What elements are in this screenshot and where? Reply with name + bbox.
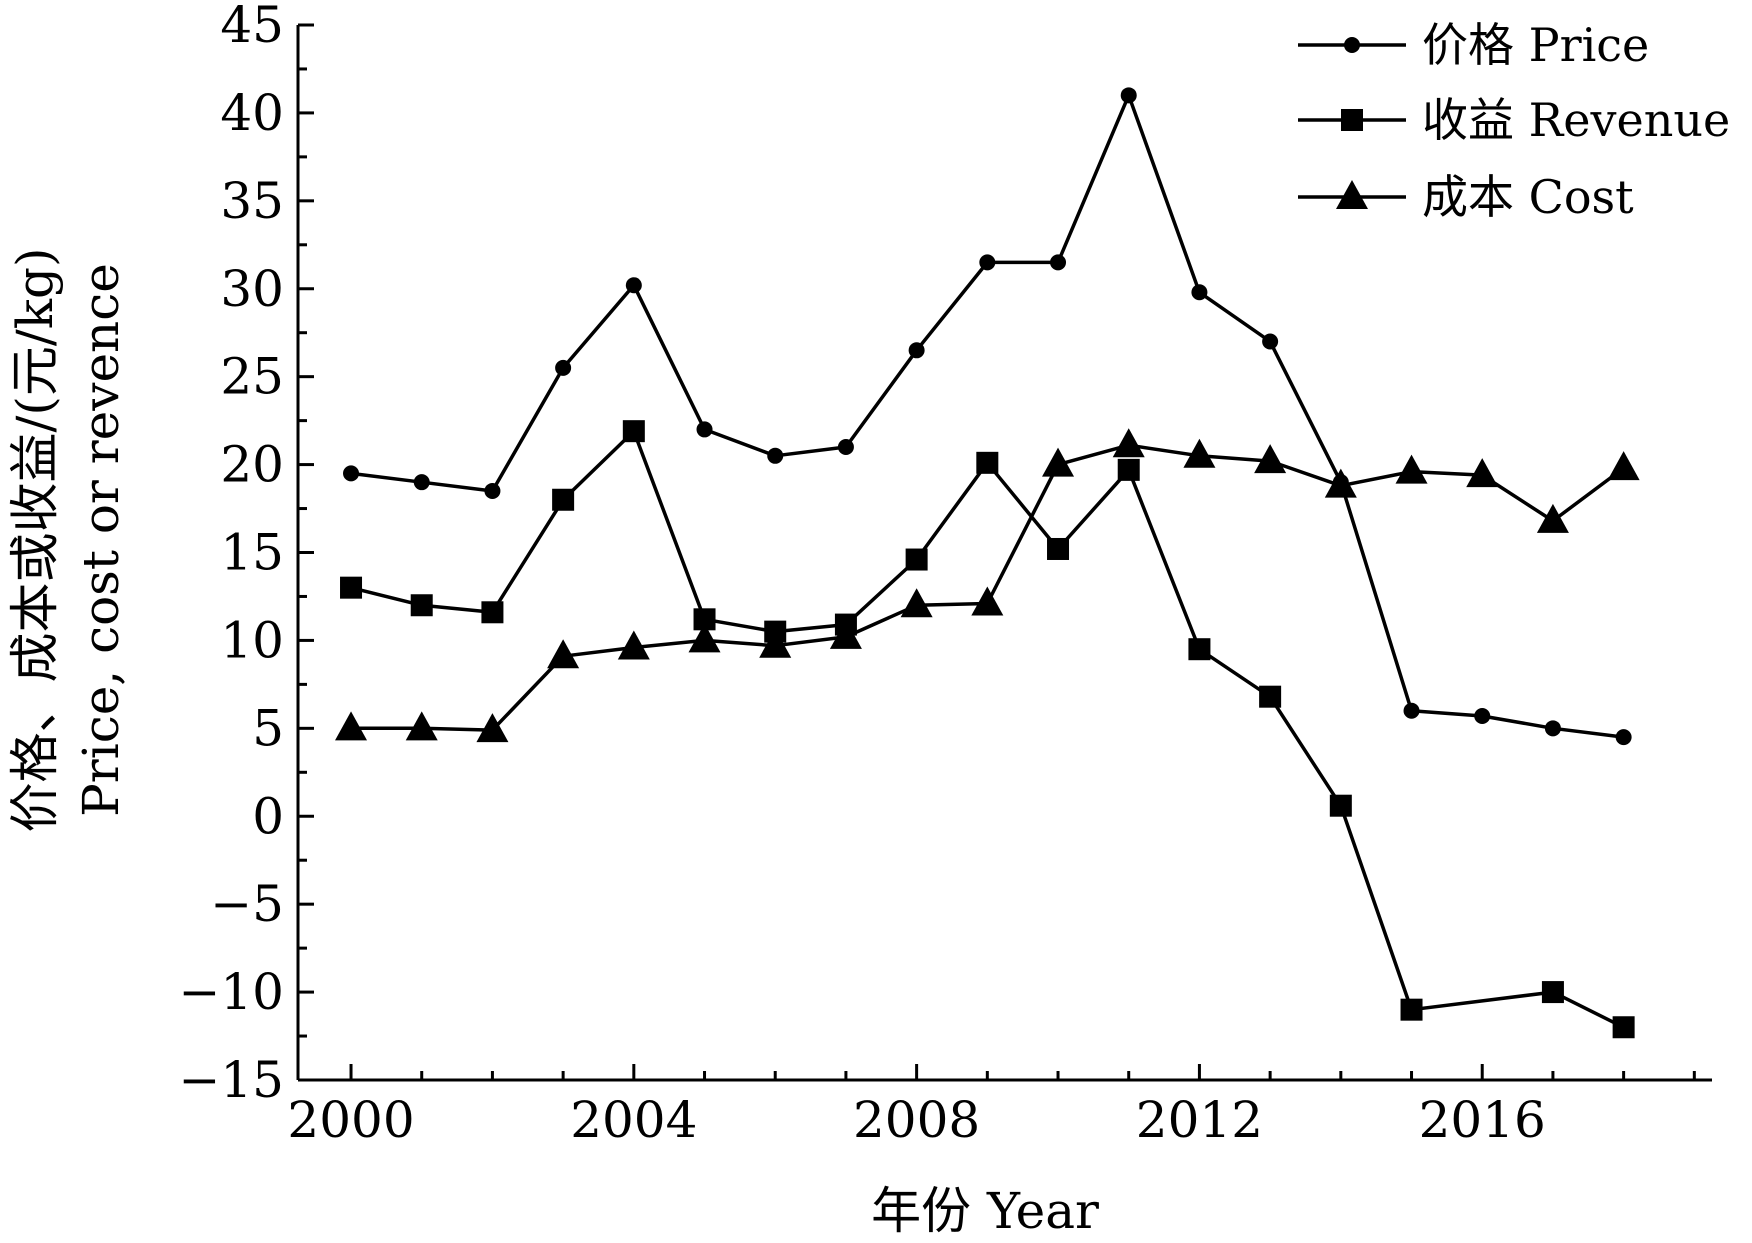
square-marker xyxy=(1612,1016,1635,1039)
y-axis-title-cn: 价格、成本或收益/(元/kg) xyxy=(6,247,64,832)
square-marker xyxy=(976,451,999,474)
axes: −15 −10 −5 0 5 10 15 20 25 30 35 40 45 2000 2004 2008 20… xyxy=(178,0,1712,1149)
triangle-marker xyxy=(1336,180,1368,209)
circle-marker xyxy=(696,421,713,438)
circle-marker xyxy=(413,474,430,491)
x-tick-label: 2016 xyxy=(1419,1091,1546,1149)
series-line xyxy=(350,429,1625,1029)
legend-label: 价格 Price xyxy=(1422,18,1649,72)
x-tick-label: 2000 xyxy=(287,1091,414,1149)
square-marker xyxy=(552,488,575,511)
triangle-marker xyxy=(1324,468,1357,498)
y-tick-label: 15 xyxy=(220,524,284,582)
triangle-marker xyxy=(759,628,792,658)
legend-label: 收益 Revenue xyxy=(1422,93,1730,147)
circle-marker xyxy=(1344,37,1360,53)
circle-marker xyxy=(625,277,642,294)
y-tick-label: 25 xyxy=(220,348,284,406)
triangle-marker xyxy=(1607,451,1640,481)
circle-marker xyxy=(555,359,572,376)
square-marker xyxy=(1400,998,1423,1021)
x-axis-title: 年份 Year xyxy=(871,1182,1099,1240)
legend-item: 成本 Cost xyxy=(1298,170,1634,224)
circle-marker xyxy=(837,439,854,455)
x-tick-label: 2004 xyxy=(570,1091,697,1149)
x-tick-label: 2008 xyxy=(853,1091,980,1149)
legend-item: 收益 Revenue xyxy=(1298,93,1730,147)
y-tick-label: 35 xyxy=(220,172,284,230)
square-marker xyxy=(1541,981,1564,1004)
y-tick-label: 0 xyxy=(252,787,284,845)
legend-label: 成本 Cost xyxy=(1422,170,1634,224)
y-tick-label: 40 xyxy=(220,84,284,142)
triangle-marker xyxy=(829,619,862,649)
square-marker xyxy=(1188,638,1211,661)
y-tick-label: 45 xyxy=(220,0,284,54)
circle-marker xyxy=(1191,284,1208,301)
square-marker xyxy=(622,420,645,443)
legend-item: 价格 Price xyxy=(1298,18,1649,72)
circle-marker xyxy=(343,465,360,482)
triangle-marker xyxy=(335,711,368,741)
triangle-marker xyxy=(1183,438,1216,468)
circle-marker xyxy=(1120,87,1137,104)
square-marker xyxy=(410,594,433,617)
square-marker xyxy=(905,548,928,571)
square-marker xyxy=(693,608,716,631)
square-marker xyxy=(1259,685,1282,708)
circle-marker xyxy=(1403,702,1420,719)
triangle-marker xyxy=(405,711,438,741)
circle-marker xyxy=(1615,729,1632,746)
square-marker xyxy=(1341,109,1363,131)
square-marker xyxy=(340,576,363,599)
square-marker xyxy=(1117,458,1140,481)
triangle-marker xyxy=(547,639,580,669)
y-tick-label: 10 xyxy=(220,611,284,669)
triangle-marker xyxy=(476,713,509,743)
y-tick-label: −5 xyxy=(210,875,284,933)
circle-marker xyxy=(767,447,784,464)
triangle-marker xyxy=(971,586,1004,616)
series-circle xyxy=(343,87,1632,746)
triangle-marker xyxy=(688,623,721,653)
circle-marker xyxy=(484,482,501,499)
square-marker xyxy=(1047,537,1070,560)
y-tick-label: −10 xyxy=(178,963,284,1021)
legend: 价格 Price 收益 Revenue 成本 Cost xyxy=(1298,18,1730,224)
triangle-marker xyxy=(1536,503,1569,533)
square-marker xyxy=(481,601,504,624)
series-triangle xyxy=(335,428,1640,743)
triangle-marker xyxy=(1395,454,1428,484)
circle-marker xyxy=(908,342,925,359)
series-square xyxy=(340,420,1635,1039)
square-marker xyxy=(1329,794,1352,817)
triangle-marker xyxy=(1112,428,1145,458)
y-tick-label: 30 xyxy=(220,260,284,318)
circle-marker xyxy=(1544,720,1561,737)
triangle-marker xyxy=(900,588,933,618)
circle-marker xyxy=(1474,708,1491,725)
y-tick-label: 20 xyxy=(220,436,284,494)
triangle-marker xyxy=(1254,444,1287,474)
x-tick-label: 2012 xyxy=(1136,1091,1263,1149)
triangle-marker xyxy=(617,630,650,660)
circle-marker xyxy=(979,254,996,271)
series-layer xyxy=(335,87,1640,1039)
y-tick-label: −15 xyxy=(178,1051,284,1109)
triangle-marker xyxy=(1042,447,1075,477)
y-tick-label: 5 xyxy=(252,699,284,757)
circle-marker xyxy=(1050,254,1067,271)
y-axis-title-en: Price, cost or revence xyxy=(72,263,130,817)
triangle-marker xyxy=(1466,458,1499,488)
circle-marker xyxy=(1262,333,1279,350)
